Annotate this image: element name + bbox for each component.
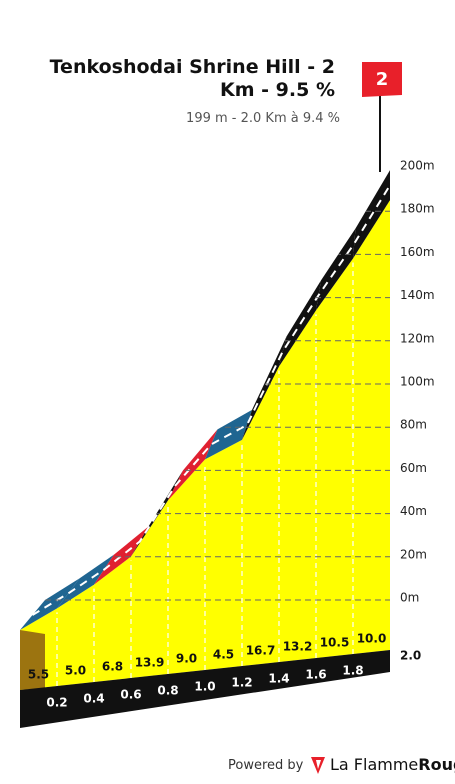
gradient-label: 16.7 [246,644,276,658]
gradient-label: 4.5 [213,648,234,662]
chart-subtitle: 199 m - 2.0 Km à 9.4 % [186,111,340,126]
side-face [20,630,45,690]
brand-bold: Rouge [418,755,455,774]
flag-label: 2 [376,69,389,90]
gradient-label: 10.0 [357,632,387,646]
gradient-label: 5.5 [28,668,49,682]
y-tick-label: 100m [400,375,435,389]
y-tick-label: 200m [400,159,435,173]
gradient-label: 5.0 [65,664,86,678]
brand: La FlammeRouge [330,755,455,774]
elevation-area [20,200,390,690]
y-tick-label: 140m [400,288,435,302]
plot: 0.2 0.4 0.6 0.8 1.0 1.2 1.4 1.6 1.8 2.0 5.5 5.0 6.8 1… [20,170,421,728]
x-tick-label: 1.0 [194,680,215,694]
x-tick-label: 1.6 [305,668,326,682]
y-tick-label: 80m [400,418,427,432]
chart-title: Tenkoshodai Shrine Hill - 2 Km - 9.5 % [49,56,335,101]
y-tick-label: 0m [400,591,419,605]
y-tick-label: 160m [400,245,435,259]
flag [362,62,402,97]
y-tick-label: 120m [400,331,435,345]
brand-regular: La Flamme [330,755,419,774]
gradient-label: 13.2 [283,640,313,654]
x-tick-label: 1.4 [268,672,289,686]
gradient-label: 13.9 [135,656,165,670]
x-tick-label: 0.2 [46,696,67,710]
y-tick-label: 60m [400,461,427,475]
powered-by: Powered by [228,758,304,773]
x-tick-label: 1.2 [231,676,252,690]
gradient-label: 9.0 [176,652,197,666]
y-tick-label: 40m [400,504,427,518]
y-tick-label: 180m [400,202,435,216]
x-tick-label: 0.4 [83,692,104,706]
brand-logo [311,757,325,774]
road-segment [94,526,149,585]
x-tick-label: 1.8 [342,664,363,678]
x-tick-label: 0.8 [157,684,178,698]
y-tick-label: 20m [400,547,427,561]
road-centerline [31,184,391,616]
road-segment [242,336,287,440]
base-strip [20,650,390,728]
x-tick-label: 2.0 [400,649,421,663]
gradient-label: 10.5 [320,636,350,650]
road-segment [168,429,218,501]
road-segment [316,228,356,311]
gradient-label: 6.8 [102,660,123,674]
x-tick-label: 0.6 [120,688,141,702]
